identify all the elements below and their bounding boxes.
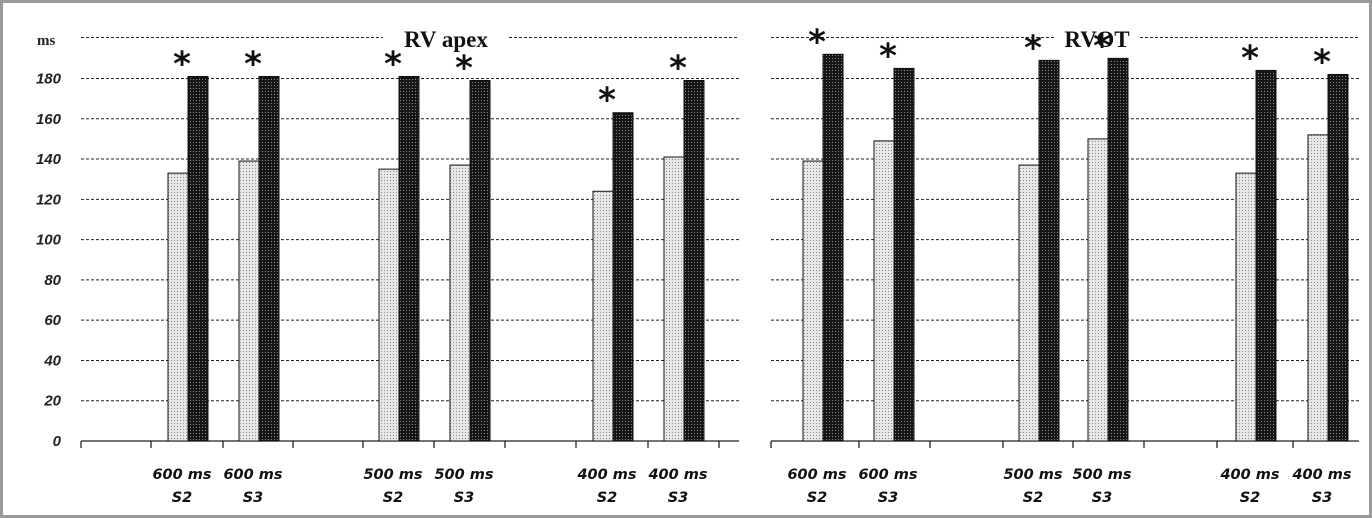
bar-series-2 xyxy=(469,79,491,442)
x-tick-label: 500 ms xyxy=(363,467,422,483)
bar-series-1 xyxy=(663,156,685,442)
significance-asterisk: * xyxy=(384,44,402,84)
x-tick-label: 500 ms xyxy=(1003,467,1062,483)
x-tick-label: 400 ms xyxy=(1219,467,1279,483)
bar-series-1 xyxy=(238,160,260,442)
bar-series-2 xyxy=(258,75,280,442)
bar-series-1 xyxy=(1307,134,1329,442)
y-tick-label: 180 xyxy=(36,70,62,87)
x-tick-label: 400 ms xyxy=(1291,467,1351,483)
significance-asterisk: * xyxy=(808,22,826,62)
x-tick-label-sub: S2 xyxy=(172,490,193,506)
bar-series-1 xyxy=(167,172,189,442)
chart-title: RVOT xyxy=(1064,27,1129,52)
y-tick-label: 160 xyxy=(36,111,62,128)
bar-series-1 xyxy=(873,140,895,442)
x-tick-label-sub: S2 xyxy=(1240,490,1261,506)
y-tick-label: 60 xyxy=(44,312,61,329)
x-tick-label: 500 ms xyxy=(434,467,493,483)
y-tick-label: 40 xyxy=(43,352,61,369)
x-tick-label: 500 ms xyxy=(1072,467,1131,483)
x-tick-label: 400 ms xyxy=(647,467,707,483)
x-tick-label-sub: S2 xyxy=(597,490,618,506)
significance-asterisk: * xyxy=(598,81,616,121)
bar-series-1 xyxy=(449,164,471,442)
x-tick-label-sub: S2 xyxy=(383,490,404,506)
y-axis-unit-label: ms xyxy=(37,33,55,49)
x-tick-label-sub: S3 xyxy=(1312,490,1333,506)
significance-asterisk: * xyxy=(1024,28,1042,68)
bar-series-2 xyxy=(893,67,915,442)
bar-series-2 xyxy=(1038,59,1060,442)
bar-series-2 xyxy=(612,112,634,442)
x-tick-label-sub: S3 xyxy=(1092,490,1113,506)
bar-series-2 xyxy=(398,75,420,442)
bar-series-1 xyxy=(378,168,400,442)
x-tick-label-sub: S3 xyxy=(668,490,689,506)
y-tick-label: 140 xyxy=(36,151,62,168)
significance-asterisk: * xyxy=(669,48,687,88)
significance-asterisk: * xyxy=(1313,42,1331,82)
bar-series-1 xyxy=(592,190,614,442)
x-tick-label: 400 ms xyxy=(576,467,636,483)
x-tick-label-sub: S3 xyxy=(454,490,475,506)
x-tick-label-sub: S2 xyxy=(1023,490,1044,506)
y-tick-label: 20 xyxy=(43,393,61,410)
significance-asterisk: * xyxy=(879,36,897,76)
bar-series-2 xyxy=(822,53,844,442)
y-tick-label: 80 xyxy=(44,272,61,289)
x-tick-label: 600 ms xyxy=(858,467,917,483)
significance-asterisk: * xyxy=(1241,38,1259,78)
y-tick-label: 100 xyxy=(36,232,62,249)
significance-asterisk: * xyxy=(1093,26,1111,66)
significance-asterisk: * xyxy=(173,44,191,84)
x-tick-label: 600 ms xyxy=(787,467,846,483)
chart-title: RV apex xyxy=(404,27,488,52)
bar-series-2 xyxy=(187,75,209,442)
x-tick-label-sub: S3 xyxy=(878,490,899,506)
x-tick-label: 600 ms xyxy=(152,467,211,483)
bar-series-1 xyxy=(1018,164,1040,442)
bar-series-1 xyxy=(1087,138,1109,442)
x-tick-label: 600 ms xyxy=(223,467,282,483)
bar-series-1 xyxy=(802,160,824,442)
significance-asterisk: * xyxy=(455,48,473,88)
x-tick-label-sub: S2 xyxy=(807,490,828,506)
bar-series-2 xyxy=(1255,69,1277,442)
bar-series-2 xyxy=(1327,73,1349,442)
y-tick-label: 0 xyxy=(53,433,62,450)
y-tick-label: 120 xyxy=(36,191,62,208)
x-tick-label-sub: S3 xyxy=(243,490,264,506)
bar-series-1 xyxy=(1235,172,1257,442)
bar-series-2 xyxy=(683,79,705,442)
significance-asterisk: * xyxy=(244,44,262,84)
bar-series-2 xyxy=(1107,57,1129,442)
